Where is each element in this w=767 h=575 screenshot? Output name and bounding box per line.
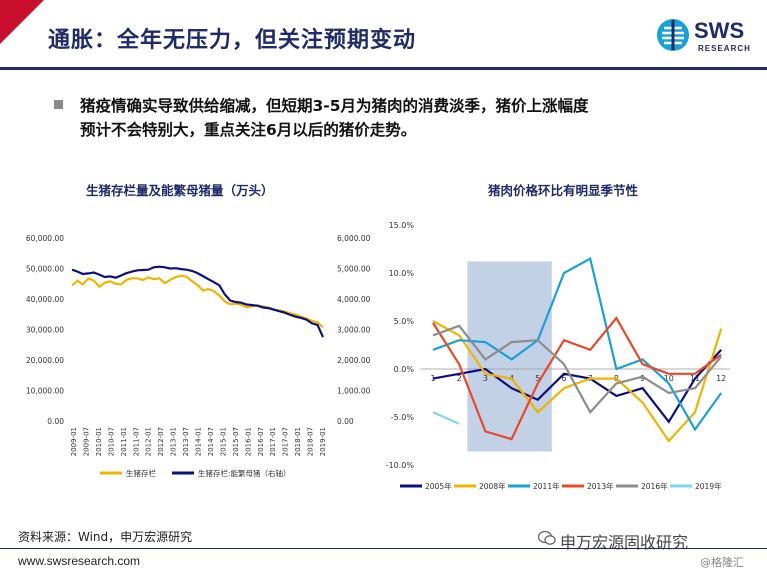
x-tick-label: 10 bbox=[664, 374, 674, 383]
y-right-tick-label: 2,000.00 bbox=[337, 356, 371, 365]
bullet-line-2: 预计不会特别大，重点关注6月以后的猪价走势。 bbox=[80, 121, 417, 139]
x-tick-label: 2018-07 bbox=[307, 427, 315, 456]
x-tick-label: 2012-01 bbox=[145, 427, 153, 456]
y-right-tick-label: 5,000.00 bbox=[337, 265, 371, 274]
sws-logo: SWS RESEARCH bbox=[656, 14, 756, 60]
y-tick-label: -5.0% bbox=[391, 413, 415, 422]
y-left-tick-label: 10,000.00 bbox=[26, 387, 64, 396]
x-tick-label: 6 bbox=[561, 374, 566, 383]
footer-rule bbox=[0, 548, 767, 549]
x-tick-label: 2010-01 bbox=[95, 427, 103, 456]
x-tick-label: 2015-07 bbox=[232, 427, 240, 456]
logo-globe-icon bbox=[657, 19, 689, 51]
y-tick-label: 0.0% bbox=[394, 365, 415, 374]
series-line bbox=[432, 320, 723, 443]
x-tick-label: 2011-07 bbox=[132, 427, 140, 456]
x-tick-label: 2017-01 bbox=[269, 427, 277, 456]
corner-accent bbox=[0, 0, 44, 44]
x-tick-label: 2016-01 bbox=[244, 427, 252, 456]
legend-label: 2013年 bbox=[587, 481, 614, 491]
y-right-tick-label: 4,000.00 bbox=[337, 295, 371, 304]
legend-label: 2016年 bbox=[641, 481, 668, 491]
header-rule bbox=[0, 67, 767, 70]
y-tick-label: 15.0% bbox=[389, 221, 415, 230]
y-tick-label: 10.0% bbox=[389, 269, 415, 278]
x-tick-label: 12 bbox=[716, 374, 726, 383]
source-note: 资料来源：Wind，申万宏源研究 bbox=[18, 530, 193, 544]
hog-inventory-chart: 0.00 10,000.00 20,000.00 30,000.00 40,000.00… bbox=[26, 234, 371, 478]
y-left-tick-label: 0.00 bbox=[47, 417, 64, 426]
bullet-line-1: 猪疫情确实导致供给缩减，但短期3-5月为猪肉的消费淡季，猪价上涨幅度 bbox=[80, 97, 589, 115]
y-left-tick-label: 60,000.00 bbox=[26, 234, 64, 243]
legend-label: 2005年 bbox=[425, 481, 452, 491]
x-tick-label: 2017-07 bbox=[282, 427, 290, 456]
series-line bbox=[432, 316, 722, 441]
x-tick-label: 2 bbox=[457, 374, 462, 383]
y-right-tick-label: 1,000.00 bbox=[337, 387, 371, 396]
logo-subtext: RESEARCH bbox=[698, 44, 751, 53]
brand-name: 申万宏源固收研究 bbox=[560, 533, 689, 552]
series-line bbox=[432, 324, 723, 415]
legend-label: 生猪存栏:能繁母猪（右轴） bbox=[198, 468, 291, 478]
series-line bbox=[71, 265, 325, 338]
y-left-tick-label: 20,000.00 bbox=[26, 356, 64, 365]
logo-text: SWS bbox=[694, 18, 745, 43]
x-tick-label: 2019-01 bbox=[319, 427, 327, 456]
x-tick-label: 2018-01 bbox=[294, 427, 302, 456]
bullet-marker bbox=[54, 100, 63, 109]
x-tick-label: 2013-01 bbox=[170, 427, 178, 456]
wechat-icon bbox=[538, 530, 556, 545]
x-tick-label: 2014-01 bbox=[195, 427, 203, 456]
pork-price-mom-chart: -10.0%-5.0%0.0%5.0%10.0%15.0%1 2 3 4 5 6 7 8 9 10… bbox=[386, 221, 730, 491]
highlight-band bbox=[467, 261, 552, 452]
series-line bbox=[432, 349, 723, 424]
x-tick-label: 5 bbox=[535, 374, 540, 383]
x-tick-label: 2014-07 bbox=[207, 427, 215, 456]
bullet-text: 猪疫情确实导致供给缩减，但短期3-5月为猪肉的消费淡季，猪价上涨幅度 预计不会特… bbox=[80, 94, 740, 142]
y-right-tick-label: 0.00 bbox=[337, 417, 354, 426]
left-chart-title: 生猪存栏量及能繁母猪量（万头） bbox=[86, 183, 274, 198]
y-left-tick-label: 50,000.00 bbox=[26, 265, 64, 274]
series-line bbox=[432, 411, 460, 425]
x-tick-label: 2009-01 bbox=[70, 427, 78, 456]
x-tick-label: 2010-07 bbox=[107, 427, 115, 456]
series-line bbox=[71, 274, 324, 329]
y-left-tick-label: 30,000.00 bbox=[26, 326, 64, 335]
x-tick-label: 2011-01 bbox=[120, 427, 128, 456]
y-left-tick-label: 40,000.00 bbox=[26, 295, 64, 304]
x-tick-label: 9 bbox=[640, 374, 645, 383]
y-right-tick-label: 3,000.00 bbox=[337, 326, 371, 335]
legend-label: 生猪存栏 bbox=[126, 468, 156, 478]
x-tick-label: 2015-01 bbox=[219, 427, 227, 456]
website-link[interactable]: www.swsresearch.com bbox=[18, 554, 141, 568]
legend-label: 2019年 bbox=[695, 481, 722, 491]
x-tick-label: 2016-07 bbox=[257, 427, 265, 456]
watermark: @格隆汇 bbox=[700, 556, 744, 569]
right-chart-title: 猪肉价格环比有明显季节性 bbox=[488, 183, 639, 198]
legend-label: 2008年 bbox=[479, 481, 506, 491]
x-tick-label: 2009-07 bbox=[82, 427, 90, 456]
y-tick-label: -10.0% bbox=[386, 461, 415, 470]
y-tick-label: 5.0% bbox=[394, 317, 415, 326]
page-title: 通胀：全年无压力，但关注预期变动 bbox=[48, 28, 417, 53]
y-right-tick-label: 6,000.00 bbox=[337, 234, 371, 243]
legend-label: 2011年 bbox=[533, 481, 560, 491]
x-tick-label: 3 bbox=[483, 374, 488, 383]
x-tick-label: 2012-07 bbox=[157, 427, 165, 456]
header: 通胀：全年无压力，但关注预期变动 SWS RESEARCH bbox=[0, 0, 767, 80]
x-tick-label: 2013-07 bbox=[182, 427, 190, 456]
